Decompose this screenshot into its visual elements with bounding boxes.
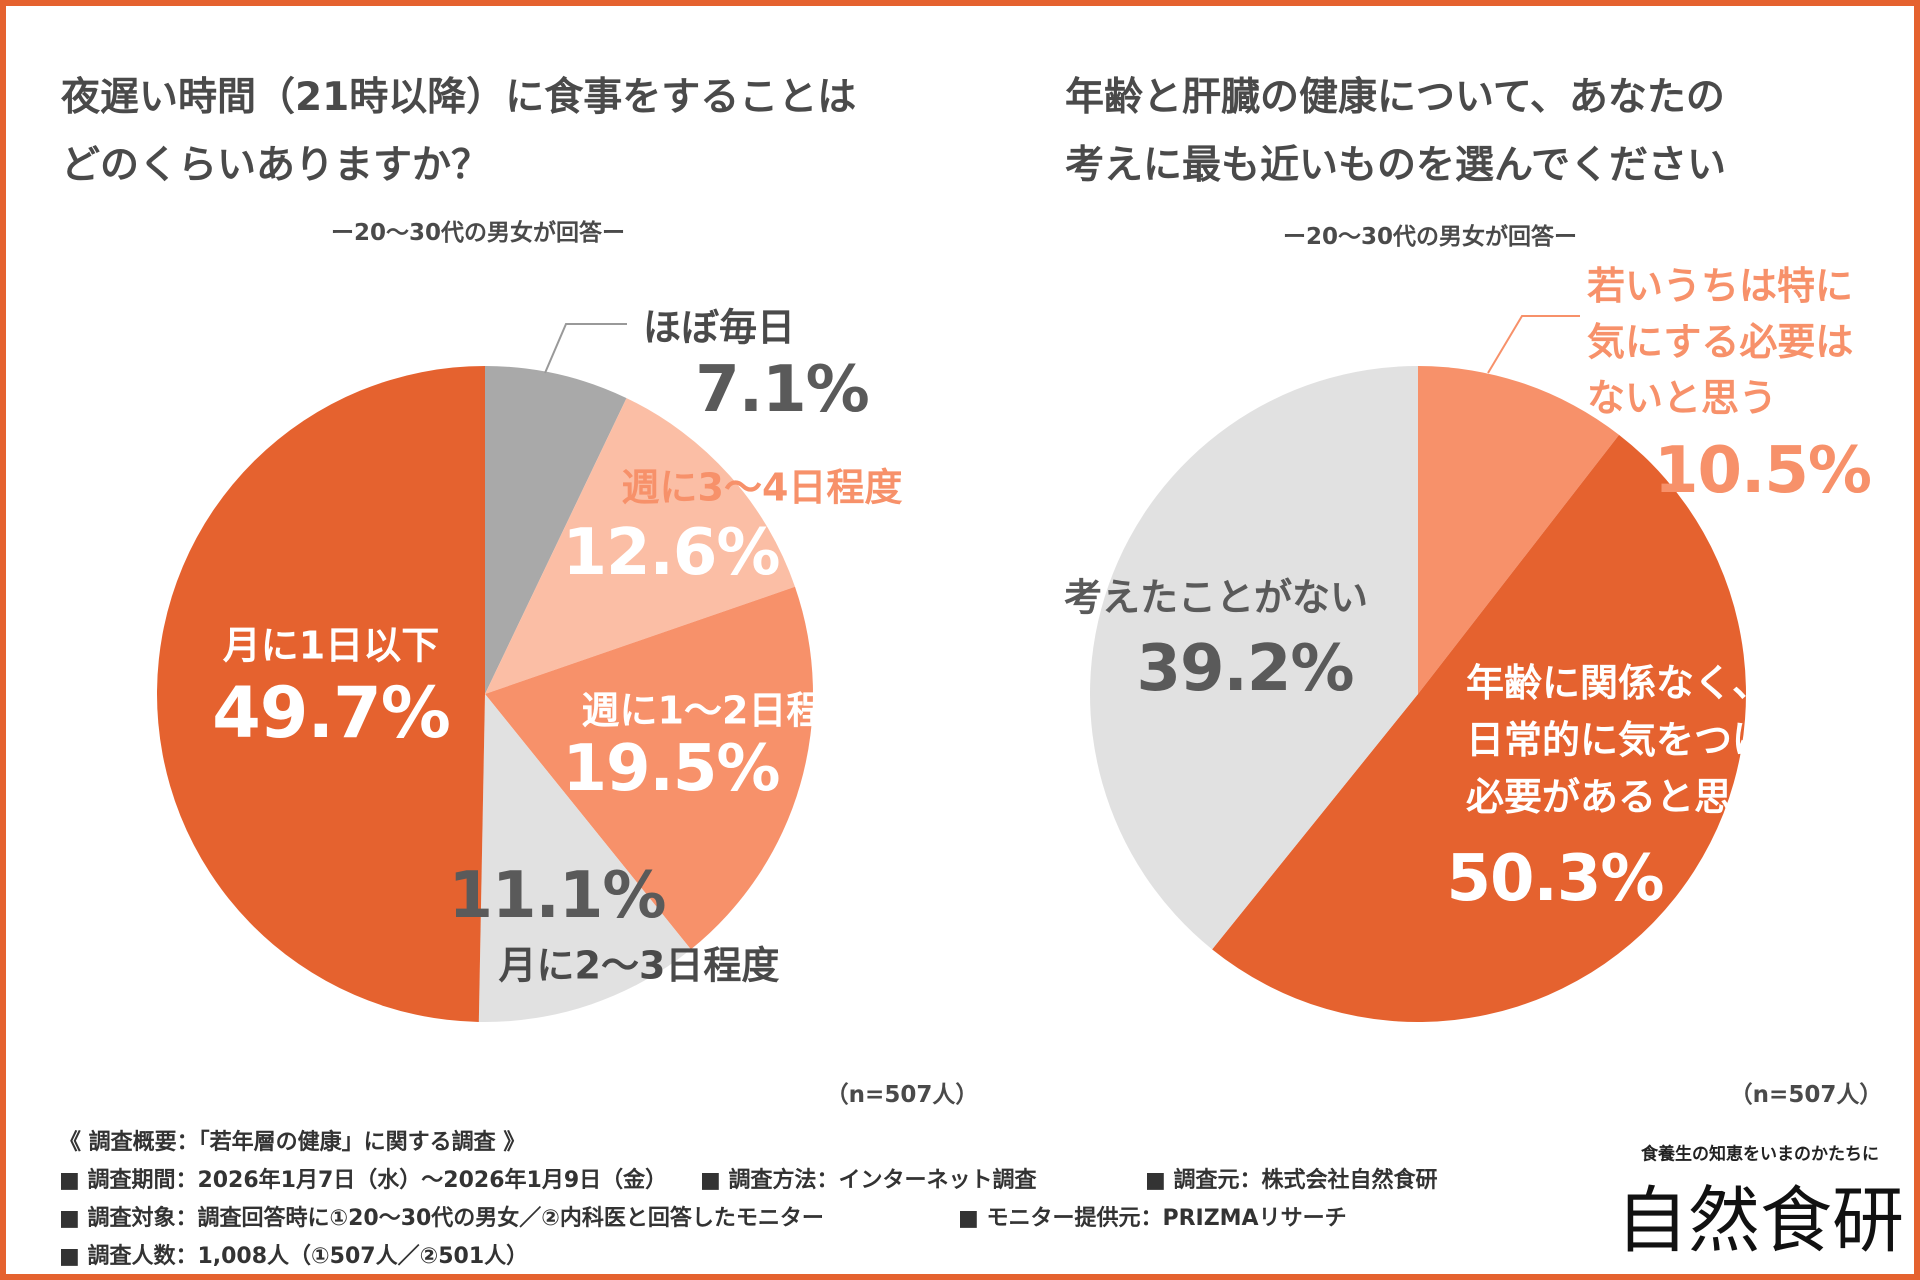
label-line: 必要があると思う	[1466, 775, 1771, 819]
chart-1-title: 夜遅い時間（21時以降）に食事をすることは どのくらいありますか？	[61, 64, 856, 200]
chart-1-title-line-2: どのくらいありますか？	[61, 143, 491, 188]
value-1-or-less-per-month: 49.7%	[212, 672, 451, 754]
label-never-thought: 考えたことがない	[1063, 575, 1369, 620]
logo: 自然食研	[1615, 1178, 1905, 1263]
label-line: 日常的に気をつける	[1466, 718, 1809, 762]
chart-2-title-line-2: 考えに最も近いものを選んでください	[1065, 143, 1727, 188]
pie-slice-5	[157, 366, 485, 1022]
label-line: ないと思う	[1587, 376, 1778, 420]
leader-line-not-needed	[1487, 315, 1580, 374]
chart-1-subtitle: ー20〜30代の男女が回答ー	[330, 220, 626, 246]
value-daily: 7.1%	[695, 353, 869, 427]
leader-line-daily	[544, 323, 627, 374]
pie-liver-health	[1090, 366, 1746, 1022]
pie-slice-4	[478, 694, 691, 1022]
chart-2-title: 年齢と肝臓の健康について、あなたの 考えに最も近いものを選んでください	[1065, 64, 1726, 200]
chart-2-title-line-1: 年齢と肝臓の健康について、あなたの	[1065, 75, 1725, 120]
pie-slice-2	[1212, 434, 1746, 1022]
label-1-2-per-week: 週に1〜2日程度	[581, 688, 863, 733]
survey-target: ■ 調査対象：調査回答時に①20〜30代の男女／②内科医と回答したモニター	[59, 1206, 824, 1231]
pie-slice-3	[485, 586, 814, 950]
value-2-3-per-month: 11.1%	[448, 859, 666, 933]
label-daily: ほぼ毎日	[643, 305, 796, 350]
pie-slice-1	[485, 366, 627, 694]
survey-period: ■ 調査期間：2026年1月7日（水）〜2026年1月9日（金）	[59, 1168, 668, 1193]
chart-1-title-line-1: 夜遅い時間（21時以降）に食事をすることは	[61, 75, 857, 120]
survey-overview-heading: 《 調査概要：「若年層の健康」に関する調査 》	[59, 1130, 526, 1155]
label-line: 年齢に関係なく、	[1466, 661, 1771, 705]
value-1-2-per-week: 19.5%	[562, 732, 780, 806]
label-3-4-per-week: 週に3〜4日程度	[621, 465, 903, 510]
value-3-4-per-week: 12.6%	[562, 516, 780, 590]
label-care-regardless-of-age: 年齢に関係なく、 日常的に気をつける 必要があると思う	[1466, 655, 1808, 826]
pie-slice-1	[1418, 366, 1620, 694]
pie-late-eating	[157, 366, 814, 1022]
value-not-needed-when-young: 10.5%	[1653, 434, 1872, 508]
label-not-needed-when-young: 若いうちは特に 気にする必要は ないと思う	[1587, 258, 1853, 426]
monitor-provider: ■ モニター提供元：PRIZMAリサーチ	[958, 1206, 1347, 1231]
chart-2-sample-size: （n=507人）	[1729, 1082, 1883, 1108]
value-never-thought: 39.2%	[1136, 632, 1354, 706]
chart-2-subtitle: ー20〜30代の男女が回答ー	[1282, 224, 1578, 250]
survey-source: ■ 調査元：株式会社自然食研	[1145, 1168, 1438, 1193]
label-line: 気にする必要は	[1587, 320, 1854, 364]
label-2-3-per-month: 月に2〜3日程度	[498, 943, 780, 988]
survey-method: ■ 調査方法：インターネット調査	[700, 1168, 1037, 1193]
pie-slice-2	[485, 398, 795, 694]
label-line: 若いうちは特に	[1587, 264, 1854, 308]
logo-tagline: 食養生の知恵をいまのかたちに	[1641, 1144, 1879, 1165]
label-1-or-less-per-month: 月に1日以下	[222, 623, 440, 668]
pie-slice-3	[1090, 366, 1418, 950]
survey-count: ■ 調査人数：1,008人（①507人／②501人）	[59, 1244, 529, 1269]
chart-1-sample-size: （n=507人）	[825, 1082, 979, 1108]
value-care-regardless-of-age: 50.3%	[1446, 842, 1664, 916]
